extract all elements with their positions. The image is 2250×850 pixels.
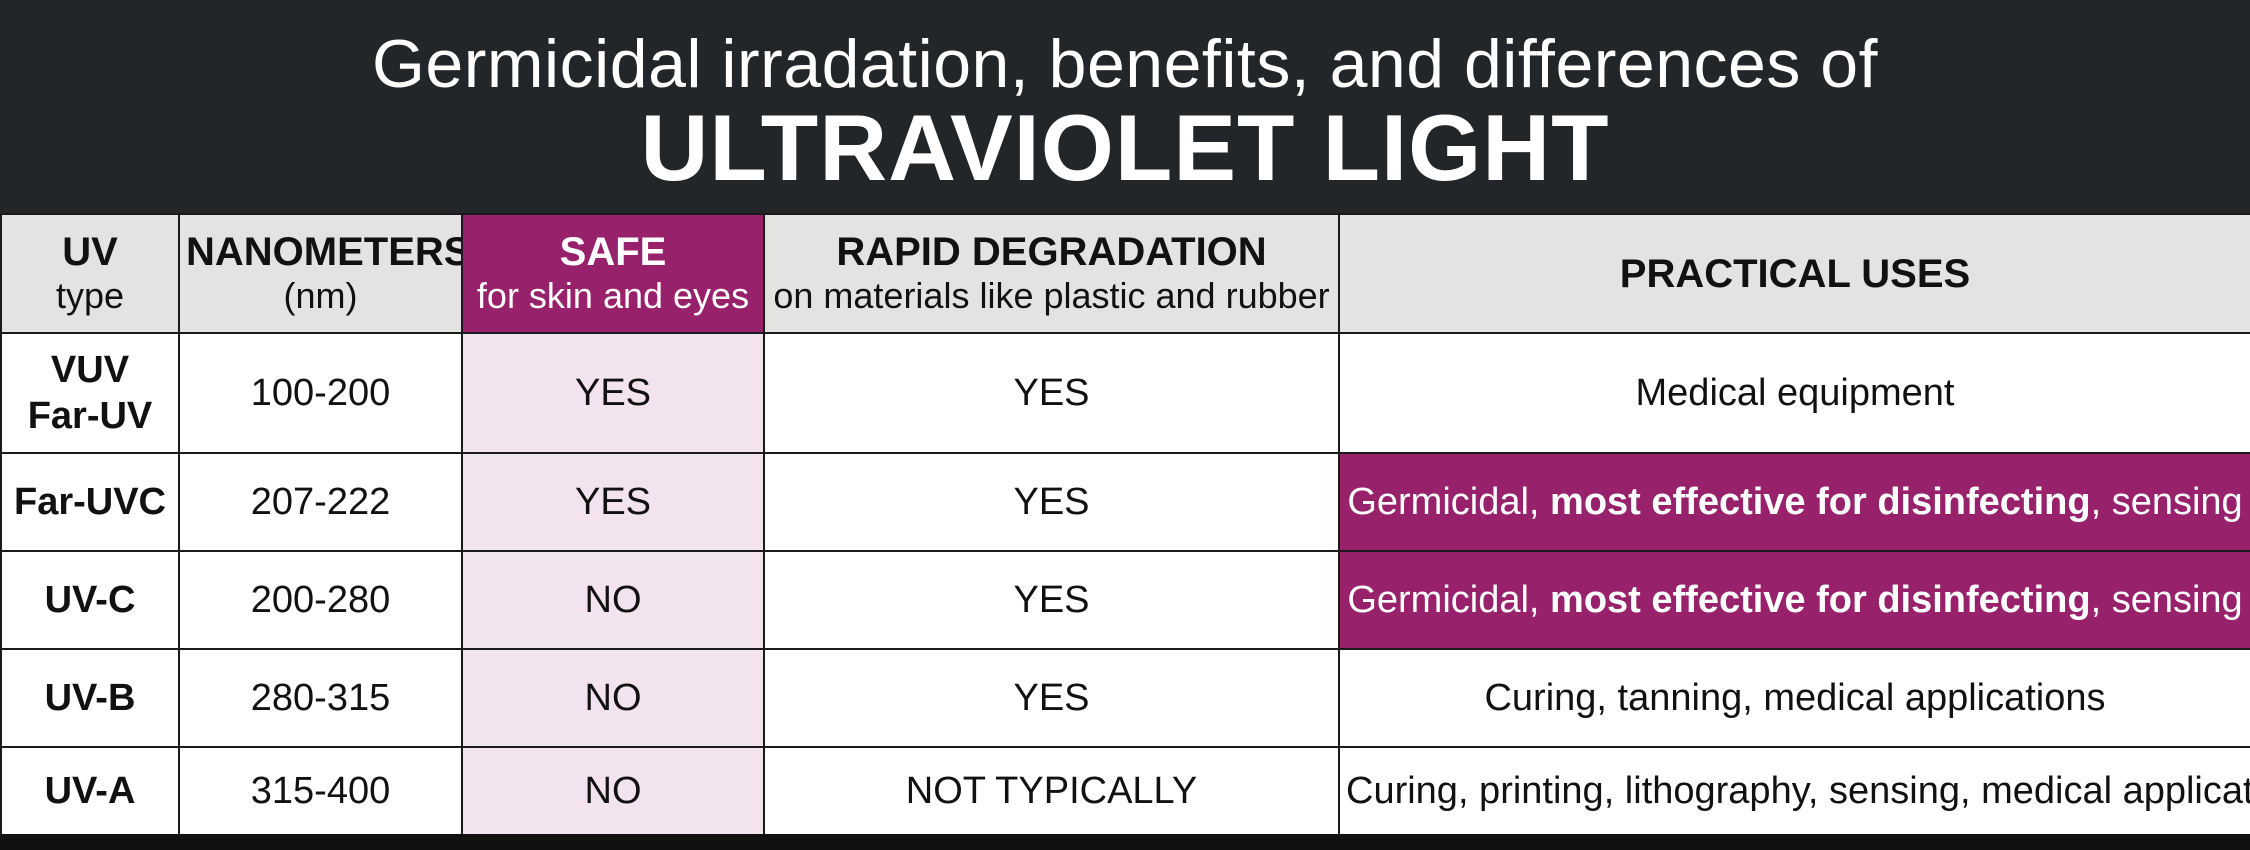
column-header-label: PRACTICAL USES [1619, 251, 1971, 296]
column-header-degradation: RAPID DEGRADATION on materials like plas… [763, 213, 1340, 334]
nanometers-cell: 315-400 [178, 746, 463, 836]
uses-text: Curing, tanning, medical applications [1484, 676, 2106, 719]
practical-uses-cell-highlighted: Germicidal, most effective for disinfect… [1338, 550, 2250, 650]
page-subtitle: Germicidal irradation, benefits, and dif… [372, 26, 1878, 102]
uv-type-name: VUV [50, 349, 130, 391]
degradation-cell: YES [763, 648, 1340, 748]
practical-uses-cell: Medical equipment [1338, 332, 2250, 454]
uv-type-cell: UV-B [0, 648, 180, 748]
table-header-row: UV type NANOMETERS (nm) SAFE for skin an… [0, 213, 2250, 334]
uses-emphasis: most effective for disinfecting [1550, 480, 2091, 523]
column-header-label: SAFE [559, 229, 667, 274]
table-row: UV-A 315-400 NO NOT TYPICALLY Curing, pr… [0, 746, 2250, 836]
column-header-practical-uses: PRACTICAL USES [1338, 213, 2250, 334]
practical-uses-cell-highlighted: Germicidal, most effective for disinfect… [1338, 452, 2250, 552]
uses-text: Curing, printing, lithography, sensing, … [1346, 769, 2250, 812]
degradation-cell: YES [763, 452, 1340, 552]
uses-text: Medical equipment [1635, 371, 1955, 414]
column-header-sublabel: type [55, 274, 125, 316]
nanometers-cell: 200-280 [178, 550, 463, 650]
table-row: Far-UVC 207-222 YES YES Germicidal, most… [0, 452, 2250, 552]
uv-type-cell: UV-C [0, 550, 180, 650]
column-header-nanometers: NANOMETERS (nm) [178, 213, 463, 334]
column-header-uv-type: UV type [0, 213, 180, 334]
safe-cell: YES [461, 332, 765, 454]
degradation-cell: YES [763, 550, 1340, 650]
uses-text: Germicidal, [1347, 480, 1551, 523]
column-header-label: UV [62, 229, 118, 274]
column-header-sublabel: for skin and eyes [476, 274, 750, 316]
uv-comparison-table: UV type NANOMETERS (nm) SAFE for skin an… [0, 213, 2250, 836]
table-row: UV-C 200-280 NO YES Germicidal, most eff… [0, 550, 2250, 650]
uses-text: Germicidal, [1347, 578, 1551, 621]
uv-type-cell: VUV Far-UV [0, 332, 180, 454]
uv-type-name: UV-B [44, 677, 136, 719]
uses-text-suffix: , sensing [2090, 480, 2243, 523]
title-banner: Germicidal irradation, benefits, and dif… [0, 0, 2250, 213]
uv-type-name: UV-C [44, 579, 136, 621]
uv-type-name: UV-A [44, 770, 136, 812]
uv-type-cell: Far-UVC [0, 452, 180, 552]
column-header-label: RAPID DEGRADATION [836, 229, 1267, 274]
uses-text-suffix: , sensing [2090, 578, 2243, 621]
uses-emphasis: most effective for disinfecting [1550, 578, 2091, 621]
column-header-safe: SAFE for skin and eyes [461, 213, 765, 334]
safe-cell: NO [461, 648, 765, 748]
table-row: UV-B 280-315 NO YES Curing, tanning, med… [0, 648, 2250, 748]
page-title: ULTRAVIOLET LIGHT [640, 95, 1610, 200]
column-header-sublabel: on materials like plastic and rubber [773, 274, 1330, 316]
bottom-border-bar [0, 834, 2250, 850]
degradation-cell: NOT TYPICALLY [763, 746, 1340, 836]
nanometers-cell: 280-315 [178, 648, 463, 748]
column-header-sublabel: (nm) [283, 274, 358, 316]
column-header-label: NANOMETERS [186, 229, 462, 274]
uv-type-name: Far-UVC [13, 481, 167, 523]
safe-cell: NO [461, 550, 765, 650]
safe-cell: YES [461, 452, 765, 552]
nanometers-cell: 207-222 [178, 452, 463, 552]
table-row: VUV Far-UV 100-200 YES YES Medical equip… [0, 332, 2250, 454]
uv-type-cell: UV-A [0, 746, 180, 836]
degradation-cell: YES [763, 332, 1340, 454]
practical-uses-cell: Curing, printing, lithography, sensing, … [1338, 746, 2250, 836]
nanometers-cell: 100-200 [178, 332, 463, 454]
practical-uses-cell: Curing, tanning, medical applications [1338, 648, 2250, 748]
safe-cell: NO [461, 746, 765, 836]
uv-type-alt-name: Far-UV [27, 395, 153, 437]
